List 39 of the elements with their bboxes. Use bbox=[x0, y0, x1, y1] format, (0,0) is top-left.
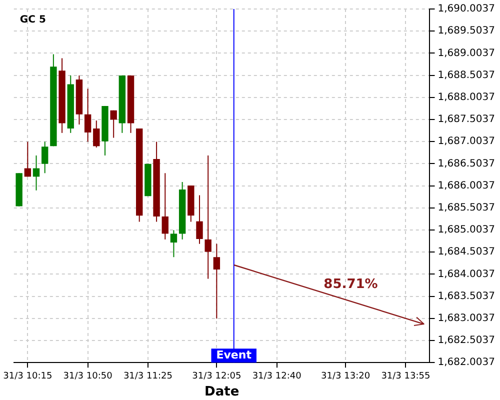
candlestick bbox=[84, 88, 92, 142]
y-tick-label: 1,684.0037 bbox=[438, 268, 496, 280]
y-tick-label: 1,683.0037 bbox=[438, 312, 496, 324]
candlestick bbox=[204, 154, 212, 280]
candlestick bbox=[93, 120, 100, 148]
x-tick-label: 31/3 10:15 bbox=[3, 371, 52, 382]
y-tick-label: 1,688.0037 bbox=[438, 92, 496, 103]
text: GC 5 bbox=[20, 14, 46, 26]
x-tick-label: 31/3 13:20 bbox=[321, 371, 370, 382]
candlestick bbox=[24, 141, 32, 178]
y-tick-label: 1,686.0037 bbox=[438, 180, 496, 192]
candlestick bbox=[162, 172, 168, 240]
y-tick-label: 1,684.5037 bbox=[438, 246, 496, 258]
x-tick-label: 31/3 12:05 bbox=[192, 371, 242, 382]
x-tick-label: 31/3 11:25 bbox=[123, 371, 172, 382]
ref-line-label: Event bbox=[216, 348, 252, 362]
x-tick-label: 31/3 12:40 bbox=[252, 371, 302, 382]
candlestick bbox=[170, 230, 178, 258]
y-tick-label: 1,689.5037 bbox=[438, 26, 496, 37]
x-tick-label: 31/3 13:55 bbox=[381, 371, 430, 382]
y-tick-label: 1,689.0037 bbox=[438, 48, 496, 59]
y-tick-label: 1,687.5037 bbox=[438, 114, 496, 126]
y-tick-label: 1,690.0037 bbox=[438, 4, 496, 15]
candlestick bbox=[32, 154, 40, 191]
x-tick-label: 31/3 10:50 bbox=[63, 371, 113, 382]
candlestick bbox=[196, 194, 203, 244]
y-tick-label: 1,682.5037 bbox=[438, 335, 496, 346]
candlestick bbox=[42, 141, 48, 174]
y-tick-label: 1,685.0037 bbox=[438, 224, 496, 236]
y-tick-label: 1,685.5037 bbox=[438, 202, 496, 214]
x-axis-title: Date bbox=[204, 384, 240, 400]
annotation: 85.71% bbox=[324, 277, 378, 292]
y-tick-label: 1,687.0037 bbox=[438, 136, 496, 148]
candlestick bbox=[110, 110, 117, 138]
y-tick-label: 1,688.5037 bbox=[438, 70, 496, 81]
y-tick-label: 1,686.5037 bbox=[438, 158, 496, 170]
candlestick bbox=[213, 243, 220, 320]
y-tick-label: 1,682.0037 bbox=[438, 357, 496, 368]
y-tick-label: 1,683.5037 bbox=[438, 290, 496, 302]
